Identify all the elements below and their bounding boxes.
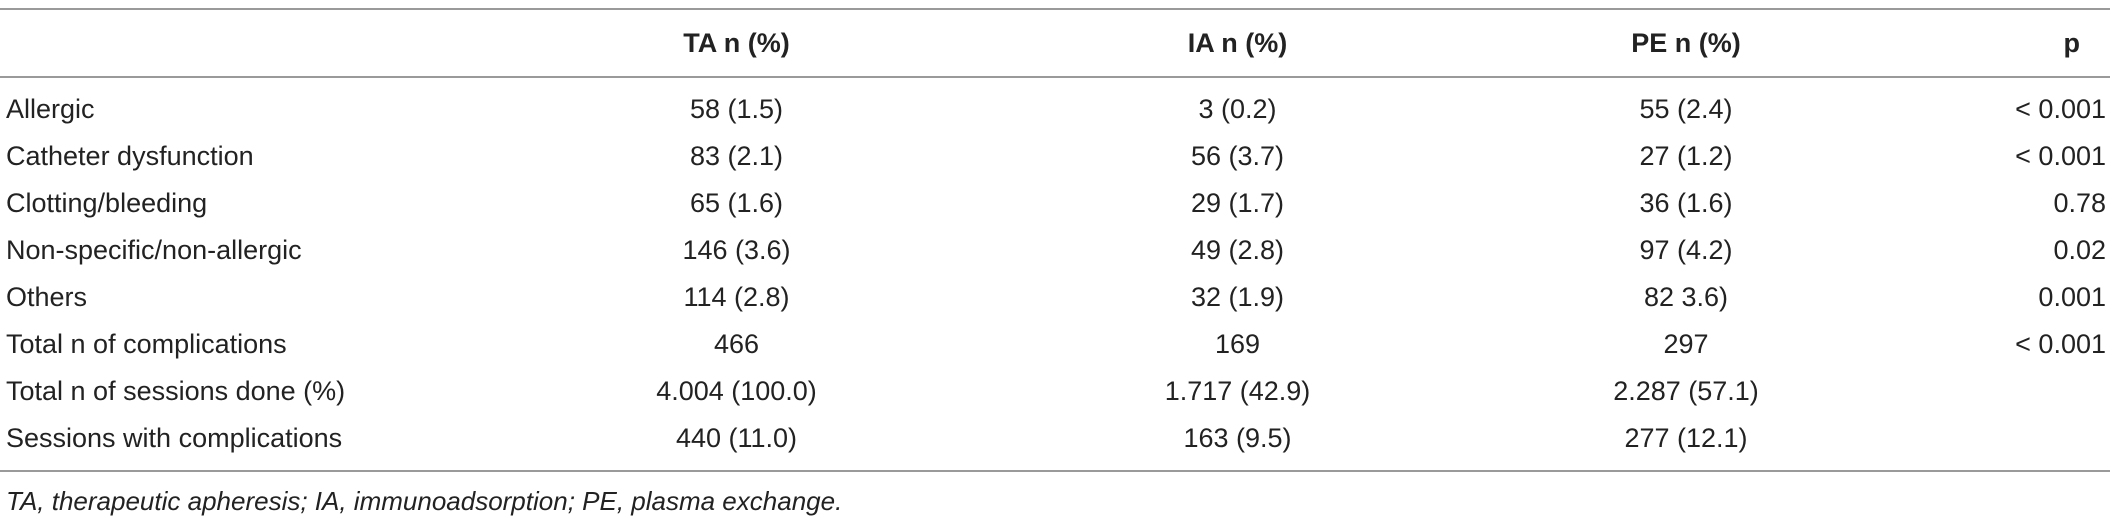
row-label: Catheter dysfunction xyxy=(6,141,254,171)
cell-ia: 3 (0.2) xyxy=(1198,94,1277,124)
table-header: TA n (%) IA n (%) PE n (%) p xyxy=(0,9,2110,77)
cell-ia: 49 (2.8) xyxy=(1190,235,1285,265)
table-row: Allergic 58 (1.5) 3 (0.2) 55 (2.4) < 0.0… xyxy=(0,77,2110,133)
table-row: Others 114 (2.8) 32 (1.9) 82 3.6) 0.001 xyxy=(0,274,2110,321)
cell-ta: 466 xyxy=(713,329,760,359)
row-label: Total n of sessions done (%) xyxy=(6,376,346,406)
cell-ta: 440 (11.0) xyxy=(675,423,798,453)
cell-ta: 83 (2.1) xyxy=(689,141,784,171)
table-footnote: TA, therapeutic apheresis; IA, immunoads… xyxy=(6,486,843,516)
table-row: Non-specific/non-allergic 146 (3.6) 49 (… xyxy=(0,227,2110,274)
cell-ia: 29 (1.7) xyxy=(1190,188,1285,218)
header-label xyxy=(0,9,454,77)
header-ia: IA n (%) xyxy=(1187,27,1288,58)
cell-pe: 36 (1.6) xyxy=(1639,188,1733,218)
cell-pe: 2.287 (57.1) xyxy=(1613,376,1759,406)
cell-p xyxy=(1916,368,2110,415)
cell-p xyxy=(1916,415,2110,471)
cell-ta: 65 (1.6) xyxy=(689,188,784,218)
row-label: Non-specific/non-allergic xyxy=(6,235,302,265)
row-label: Total n of complications xyxy=(6,329,287,359)
cell-ta: 146 (3.6) xyxy=(682,235,791,265)
cell-ta: 114 (2.8) xyxy=(683,282,790,312)
cell-pe: 297 xyxy=(1663,329,1709,359)
cell-pe: 277 (12.1) xyxy=(1624,423,1748,453)
cell-ta: 58 (1.5) xyxy=(689,94,784,124)
header-pe: PE n (%) xyxy=(1631,27,1741,58)
row-label: Allergic xyxy=(6,94,95,124)
cell-ia: 56 (3.7) xyxy=(1190,141,1285,171)
cell-pe: 97 (4.2) xyxy=(1639,235,1733,265)
table-row: Sessions with complications 440 (11.0) 1… xyxy=(0,415,2110,471)
table-row: Total n of sessions done (%) 4.004 (100.… xyxy=(0,368,2110,415)
cell-ia: 1.717 (42.9) xyxy=(1164,376,1311,406)
row-label: Others xyxy=(6,282,88,312)
cell-ia: 169 xyxy=(1214,329,1261,359)
row-label: Clotting/bleeding xyxy=(6,188,208,218)
table-row: Total n of complications 466 169 297 < 0… xyxy=(0,321,2110,368)
table-row: Catheter dysfunction 83 (2.1) 56 (3.7) 2… xyxy=(0,133,2110,180)
header-ta: TA n (%) xyxy=(683,27,790,58)
cell-p: < 0.001 xyxy=(2015,94,2106,124)
cell-ia: 163 (9.5) xyxy=(1183,423,1292,453)
cell-p: < 0.001 xyxy=(2015,329,2106,359)
cell-p: 0.78 xyxy=(2053,188,2106,218)
cell-ta: 4.004 (100.0) xyxy=(656,376,817,406)
cell-pe: 82 3.6) xyxy=(1643,282,1729,312)
data-table-container: TA n (%) IA n (%) PE n (%) p Allergic 58… xyxy=(0,8,2110,472)
cell-pe: 55 (2.4) xyxy=(1639,94,1733,124)
row-label: Sessions with complications xyxy=(6,423,343,453)
cell-p: < 0.001 xyxy=(2015,141,2106,171)
table-row: Clotting/bleeding 65 (1.6) 29 (1.7) 36 (… xyxy=(0,180,2110,227)
cell-p: 0.001 xyxy=(2038,282,2106,312)
cell-p: 0.02 xyxy=(2053,235,2106,265)
header-row: TA n (%) IA n (%) PE n (%) p xyxy=(0,9,2110,77)
header-p: p xyxy=(2063,27,2081,58)
table-body: Allergic 58 (1.5) 3 (0.2) 55 (2.4) < 0.0… xyxy=(0,77,2110,471)
complications-table: TA n (%) IA n (%) PE n (%) p Allergic 58… xyxy=(0,8,2110,472)
cell-pe: 27 (1.2) xyxy=(1639,141,1733,171)
cell-ia: 32 (1.9) xyxy=(1190,282,1285,312)
